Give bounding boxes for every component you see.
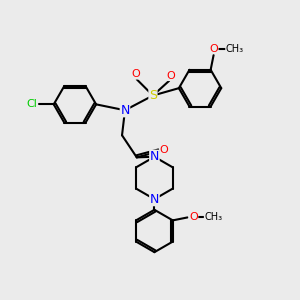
Text: Cl: Cl — [26, 99, 37, 110]
Text: CH₃: CH₃ — [226, 44, 244, 54]
Text: O: O — [209, 44, 218, 54]
Text: CH₃: CH₃ — [204, 212, 223, 222]
Text: N: N — [150, 193, 159, 206]
Text: O: O — [189, 212, 198, 222]
Text: O: O — [160, 145, 169, 155]
Text: O: O — [166, 70, 175, 80]
Text: O: O — [131, 69, 140, 79]
Text: N: N — [120, 104, 130, 117]
Text: S: S — [149, 89, 157, 102]
Text: N: N — [150, 150, 159, 163]
